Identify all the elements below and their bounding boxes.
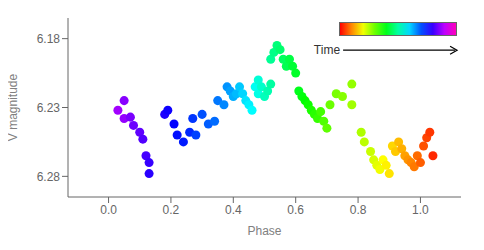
svg-text:6.18: 6.18	[37, 32, 61, 46]
svg-text:0.4: 0.4	[225, 203, 242, 217]
svg-text:0.2: 0.2	[163, 203, 180, 217]
svg-text:0.6: 0.6	[287, 203, 304, 217]
svg-text:0.8: 0.8	[350, 203, 367, 217]
svg-text:6.23: 6.23	[37, 101, 61, 115]
svg-text:6.28: 6.28	[37, 170, 61, 184]
svg-text:1.0: 1.0	[412, 203, 429, 217]
svg-text:0.0: 0.0	[100, 203, 117, 217]
svg-text:Phase: Phase	[247, 224, 281, 238]
svg-text:Time: Time	[314, 43, 341, 57]
svg-text:V magnitude: V magnitude	[8, 73, 20, 141]
